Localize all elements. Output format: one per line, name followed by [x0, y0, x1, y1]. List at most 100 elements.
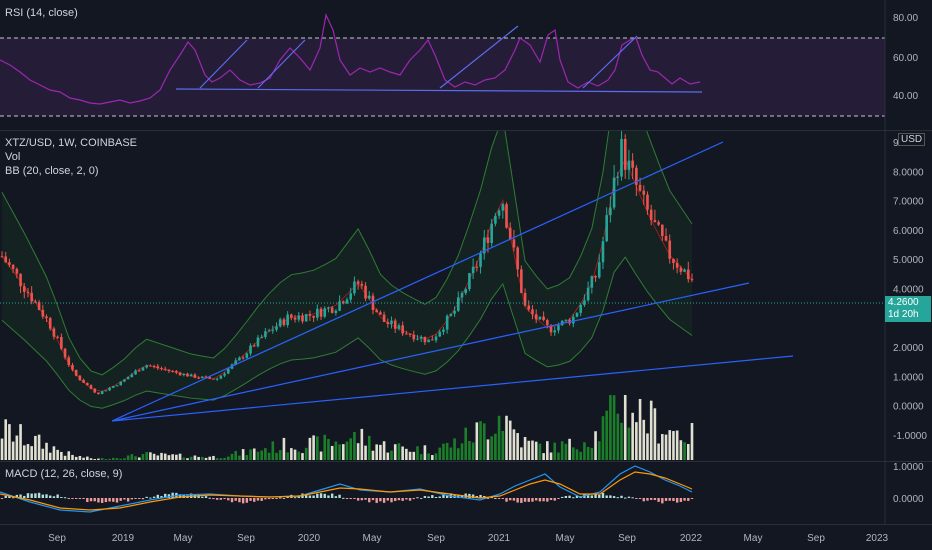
volume-bar	[178, 453, 182, 460]
macd-hist-bar	[201, 496, 204, 498]
macd-hist-bar	[479, 494, 482, 498]
time-axis[interactable]: Sep 2019 May Sep 2020 May Sep 2021 May Sep 2022 May…	[0, 525, 932, 550]
candle-body	[549, 325, 553, 333]
candle-body	[512, 239, 516, 248]
candle-body	[52, 328, 56, 337]
candle-body	[282, 319, 286, 326]
macd-hist-bar	[275, 498, 278, 499]
candle-body	[531, 309, 534, 315]
bb-fill	[2, 131, 692, 409]
volume-bar	[438, 447, 442, 460]
volume-bar	[471, 442, 475, 460]
macd-hist-bar	[538, 498, 542, 502]
volume-bar	[341, 444, 345, 460]
volume-bar	[382, 441, 386, 460]
macd-hist-bar	[342, 497, 345, 499]
macd-hist-bar	[104, 498, 108, 503]
candle-body	[471, 266, 475, 274]
volume-bar	[568, 438, 571, 460]
volume-bar	[575, 449, 579, 460]
macd-hist-bar	[238, 498, 241, 503]
volume-bar	[649, 400, 653, 460]
macd-hist-bar	[512, 498, 516, 501]
candle-body	[97, 392, 100, 395]
candle-body	[178, 372, 182, 376]
volume-bar	[163, 453, 167, 460]
candle-body	[71, 364, 74, 370]
time-axis-label: Sep	[618, 533, 636, 544]
candle-body	[234, 360, 238, 365]
macd-title[interactable]: MACD (12, 26, close, 9)	[5, 468, 123, 480]
pane-divider-1[interactable]	[0, 130, 932, 131]
volume-bar	[482, 423, 486, 460]
macd-hist-bar	[635, 498, 638, 499]
volume-bar	[445, 442, 449, 460]
volume-bar	[22, 445, 26, 460]
candle-body	[323, 308, 327, 317]
time-axis-label: 2020	[298, 533, 321, 544]
candle-body	[605, 215, 608, 242]
volume-bar	[690, 423, 694, 460]
volume-bar	[149, 452, 152, 460]
rsi-level-40: 40.00	[893, 91, 918, 102]
volume-bar	[290, 448, 293, 460]
macd-svg: 1.0000 0.0000	[0, 462, 924, 524]
macd-hist-bar	[668, 498, 671, 501]
volume-bar	[41, 448, 45, 460]
candle-body	[635, 167, 638, 185]
macd-hist-bar	[138, 498, 141, 499]
candle-body	[379, 312, 382, 315]
macd-hist-bar	[330, 493, 334, 498]
time-axis-label: 2021	[488, 533, 511, 544]
price-pane[interactable]: 10.00009.00008.00007.00006.00005.00004.0…	[0, 131, 932, 461]
candle-body	[189, 374, 193, 377]
macd-hist-bar	[356, 498, 360, 501]
candle-body	[546, 320, 549, 326]
candle-body	[245, 353, 249, 358]
macd-hist-bar	[434, 496, 438, 498]
volume-bar	[141, 454, 145, 460]
currency-badge[interactable]: USD	[898, 133, 926, 146]
volume-bar	[646, 433, 649, 460]
pane-divider-2[interactable]	[0, 461, 932, 462]
candle-body	[34, 301, 37, 303]
macd-hist-bar	[253, 498, 256, 502]
candle-body	[679, 267, 683, 272]
vol-legend[interactable]: Vol	[5, 151, 21, 163]
candle-body	[453, 310, 456, 314]
time-axis-label: May	[556, 533, 575, 544]
macd-hist-bar	[108, 498, 111, 502]
macd-level-1: 1.0000	[893, 462, 924, 473]
macd-pane[interactable]: 1.0000 0.0000 MACD (12, 26, close, 9)	[0, 462, 932, 524]
rsi-pane[interactable]: 80.00 60.00 40.00 RSI (14, close)	[0, 0, 932, 130]
candle-body	[601, 241, 605, 263]
volume-bar	[538, 443, 542, 460]
volume-bar	[456, 448, 460, 460]
candle-body	[594, 276, 597, 278]
macd-hist-bar	[119, 498, 122, 501]
candle-body	[482, 237, 486, 254]
volume-bar	[594, 431, 597, 460]
volume-bar	[612, 395, 616, 460]
pane-divider-3[interactable]	[0, 524, 932, 525]
candle-body	[149, 365, 152, 367]
volume-bar	[408, 451, 412, 460]
volume-bar	[104, 459, 108, 460]
symbol-title[interactable]: XTZ/USD, 1W, COINBASE	[5, 137, 138, 149]
volume-bar	[349, 438, 353, 460]
macd-hist-bar	[542, 498, 545, 502]
volume-bar	[19, 424, 22, 460]
macd-hist-bar	[167, 494, 171, 498]
bb-legend[interactable]: BB (20, close, 2, 0)	[5, 165, 99, 177]
rsi-title[interactable]: RSI (14, close)	[5, 7, 78, 19]
macd-hist-bar	[123, 498, 126, 500]
macd-hist-bar	[627, 496, 631, 498]
candle-body	[193, 374, 197, 378]
volume-bar	[230, 453, 234, 460]
macd-hist-bar	[494, 497, 497, 499]
volume-bar	[208, 456, 212, 460]
volume-bar	[67, 451, 71, 460]
macd-hist-bar	[4, 495, 7, 498]
wedge-middle-trendline	[111, 282, 750, 422]
macd-hist-bar	[260, 498, 263, 501]
